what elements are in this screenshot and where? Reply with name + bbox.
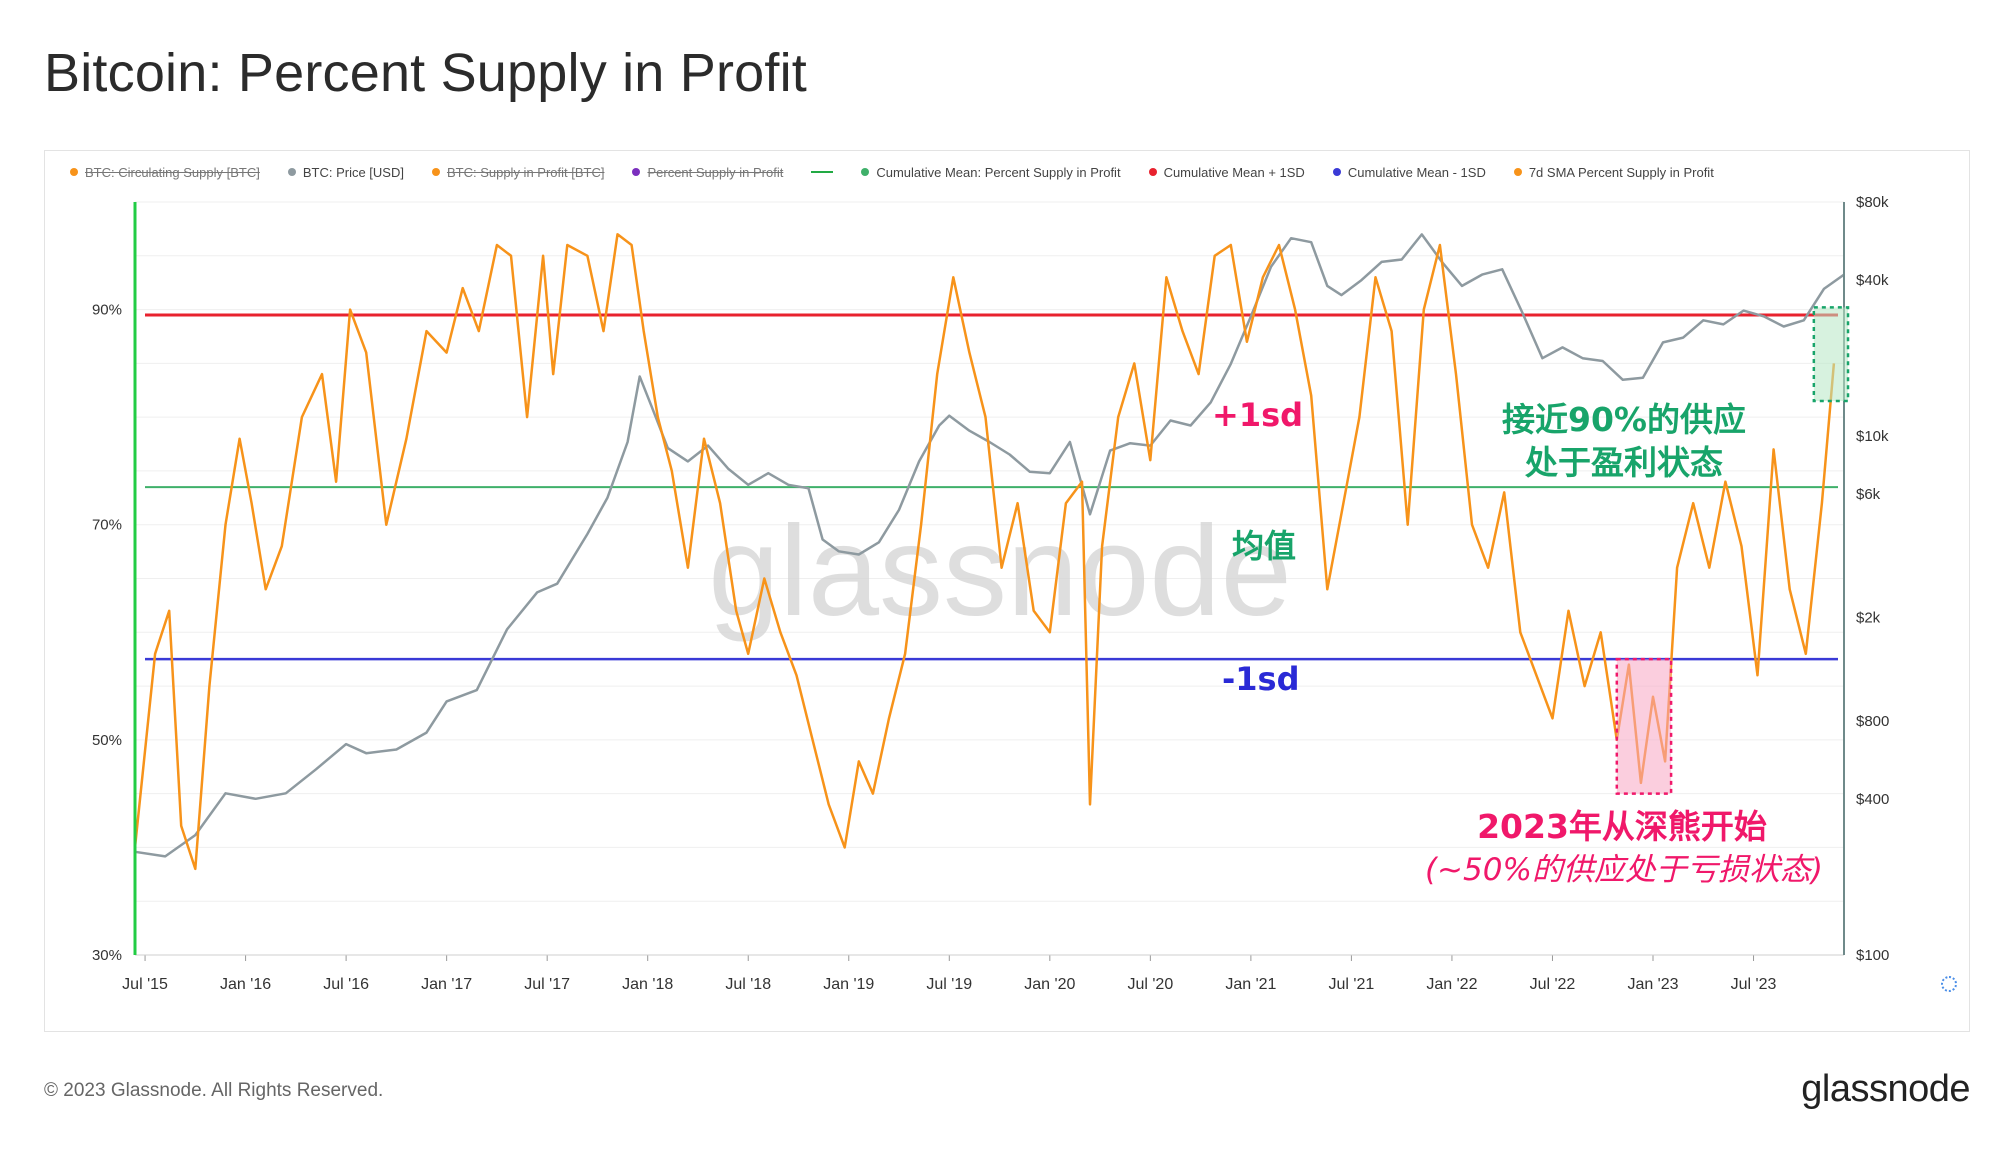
legend-dot — [1332, 168, 1341, 176]
brand-logo: glassnode — [1801, 1068, 1970, 1110]
x-tick-label: Jan '16 — [220, 976, 271, 993]
x-tick-label: Jul '21 — [1329, 976, 1375, 993]
grid-lines — [135, 201, 1844, 956]
x-tick-label: Jul '15 — [122, 976, 168, 993]
x-tick-label: Jul '20 — [1127, 976, 1173, 993]
y-left-tick-label: 50% — [92, 732, 122, 749]
x-tick-label: Jan '21 — [1225, 976, 1276, 993]
annotation-bear-line2: (~50%的供应处于亏损状态) — [1425, 852, 1823, 888]
legend-item-mean-minus-1sd[interactable]: Cumulative Mean - 1SD — [1332, 164, 1486, 180]
x-tick-label: Jan '23 — [1627, 976, 1678, 993]
x-tick-label: Jan '17 — [421, 976, 472, 993]
annotation-near90-line2: 处于盈利状态 — [1524, 443, 1723, 482]
y-left-tick-label: 90% — [92, 302, 122, 319]
x-tick-label: Jan '20 — [1024, 976, 1075, 993]
legend-item-mean-plus-1sd[interactable]: Cumulative Mean + 1SD — [1148, 164, 1305, 180]
series-group — [133, 233, 1845, 871]
legend-item-7d-sma[interactable]: 7d SMA Percent Supply in Profit — [1513, 164, 1714, 180]
legend-label: Cumulative Mean + 1SD — [1163, 164, 1305, 180]
y-right-tick-label: $800 — [1856, 713, 1889, 730]
y-right-tick-label: $6k — [1856, 486, 1881, 503]
annotation-boxes — [1615, 306, 1850, 795]
y-right-tick-label: $40k — [1856, 272, 1889, 289]
annotation-near90-line1: 接近90%的供应 — [1502, 400, 1746, 439]
x-tick-label: Jan '22 — [1426, 976, 1477, 993]
legend-item-circulating-supply[interactable]: BTC: Circulating Supply [BTC] — [70, 165, 260, 180]
watermark: glassnode — [708, 500, 1292, 643]
legend-item-line-glyph[interactable] — [811, 171, 834, 173]
y-left-tick-label: 70% — [92, 517, 122, 534]
y-right-tick-label: $2k — [1856, 610, 1881, 627]
bear-market-box — [1615, 657, 1673, 795]
x-tick-label: Jul '17 — [524, 976, 570, 993]
legend-dot — [632, 168, 641, 176]
y-right-tick-label: $400 — [1856, 791, 1889, 808]
near-90-box — [1812, 306, 1850, 403]
x-tick-label: Jul '23 — [1731, 976, 1777, 993]
x-tick-label: Jul '22 — [1530, 976, 1576, 993]
y-right-tick-label: $10k — [1856, 428, 1889, 445]
legend-dot — [70, 168, 78, 176]
sma-series-line — [133, 233, 1836, 871]
legend-label: Cumulative Mean - 1SD — [1347, 164, 1486, 180]
legend-item-percent-supply[interactable]: Percent Supply in Profit — [632, 165, 783, 180]
page-title: Bitcoin: Percent Supply in Profit — [44, 43, 807, 103]
x-tick-label: Jan '19 — [823, 976, 874, 993]
x-tick-label: Jul '16 — [323, 976, 369, 993]
annotation-bear-line1: 2023年从深熊开始 — [1477, 807, 1767, 846]
x-tick-label: Jan '18 — [622, 976, 673, 993]
legend-label: Percent Supply in Profit — [647, 164, 784, 180]
annotation-minus-1sd: -1sd — [1222, 660, 1300, 698]
x-tick-label: Jul '18 — [725, 976, 771, 993]
legend-dot — [431, 168, 440, 176]
legend-dot — [1513, 168, 1522, 176]
legend-item-cumulative-mean[interactable]: Cumulative Mean: Percent Supply in Profi… — [861, 164, 1121, 180]
y-right-tick-label: $100 — [1856, 947, 1889, 964]
annotation-plus-1sd: +1sd — [1212, 396, 1303, 434]
y-left-tick-label: 30% — [92, 947, 122, 964]
legend-dot — [1148, 168, 1157, 176]
price-series-line — [134, 233, 1845, 858]
legend-item-price[interactable]: BTC: Price [USD] — [287, 164, 404, 180]
y-right-tick-label: $80k — [1856, 194, 1889, 211]
legend-label: Cumulative Mean: Percent Supply in Profi… — [876, 164, 1121, 180]
copyright-footer: © 2023 Glassnode. All Rights Reserved. — [44, 1080, 384, 1101]
legend-label: BTC: Price [USD] — [302, 164, 404, 180]
settings-icon[interactable] — [1941, 976, 1957, 992]
annotations: +1sd 均值 -1sd 接近90%的供应 处于盈利状态 2023年从深熊开始 … — [1212, 396, 1823, 888]
legend-item-supply-in-profit[interactable]: BTC: Supply in Profit [BTC] — [431, 164, 605, 180]
x-tick-label: Jul '19 — [926, 976, 972, 993]
legend-dot — [287, 168, 296, 176]
reference-lines — [145, 313, 1838, 661]
chart-panel — [44, 150, 1970, 1032]
legend-label: BTC: Circulating Supply [BTC] — [85, 164, 260, 180]
chart-legend: BTC: Circulating Supply [BTC] BTC: Price… — [70, 161, 1970, 183]
legend-label: BTC: Supply in Profit [BTC] — [446, 164, 605, 180]
legend-line-icon — [811, 171, 834, 173]
annotation-mean: 均值 — [1232, 527, 1296, 565]
legend-label: 7d SMA Percent Supply in Profit — [1528, 164, 1714, 180]
legend-dot — [861, 168, 870, 176]
